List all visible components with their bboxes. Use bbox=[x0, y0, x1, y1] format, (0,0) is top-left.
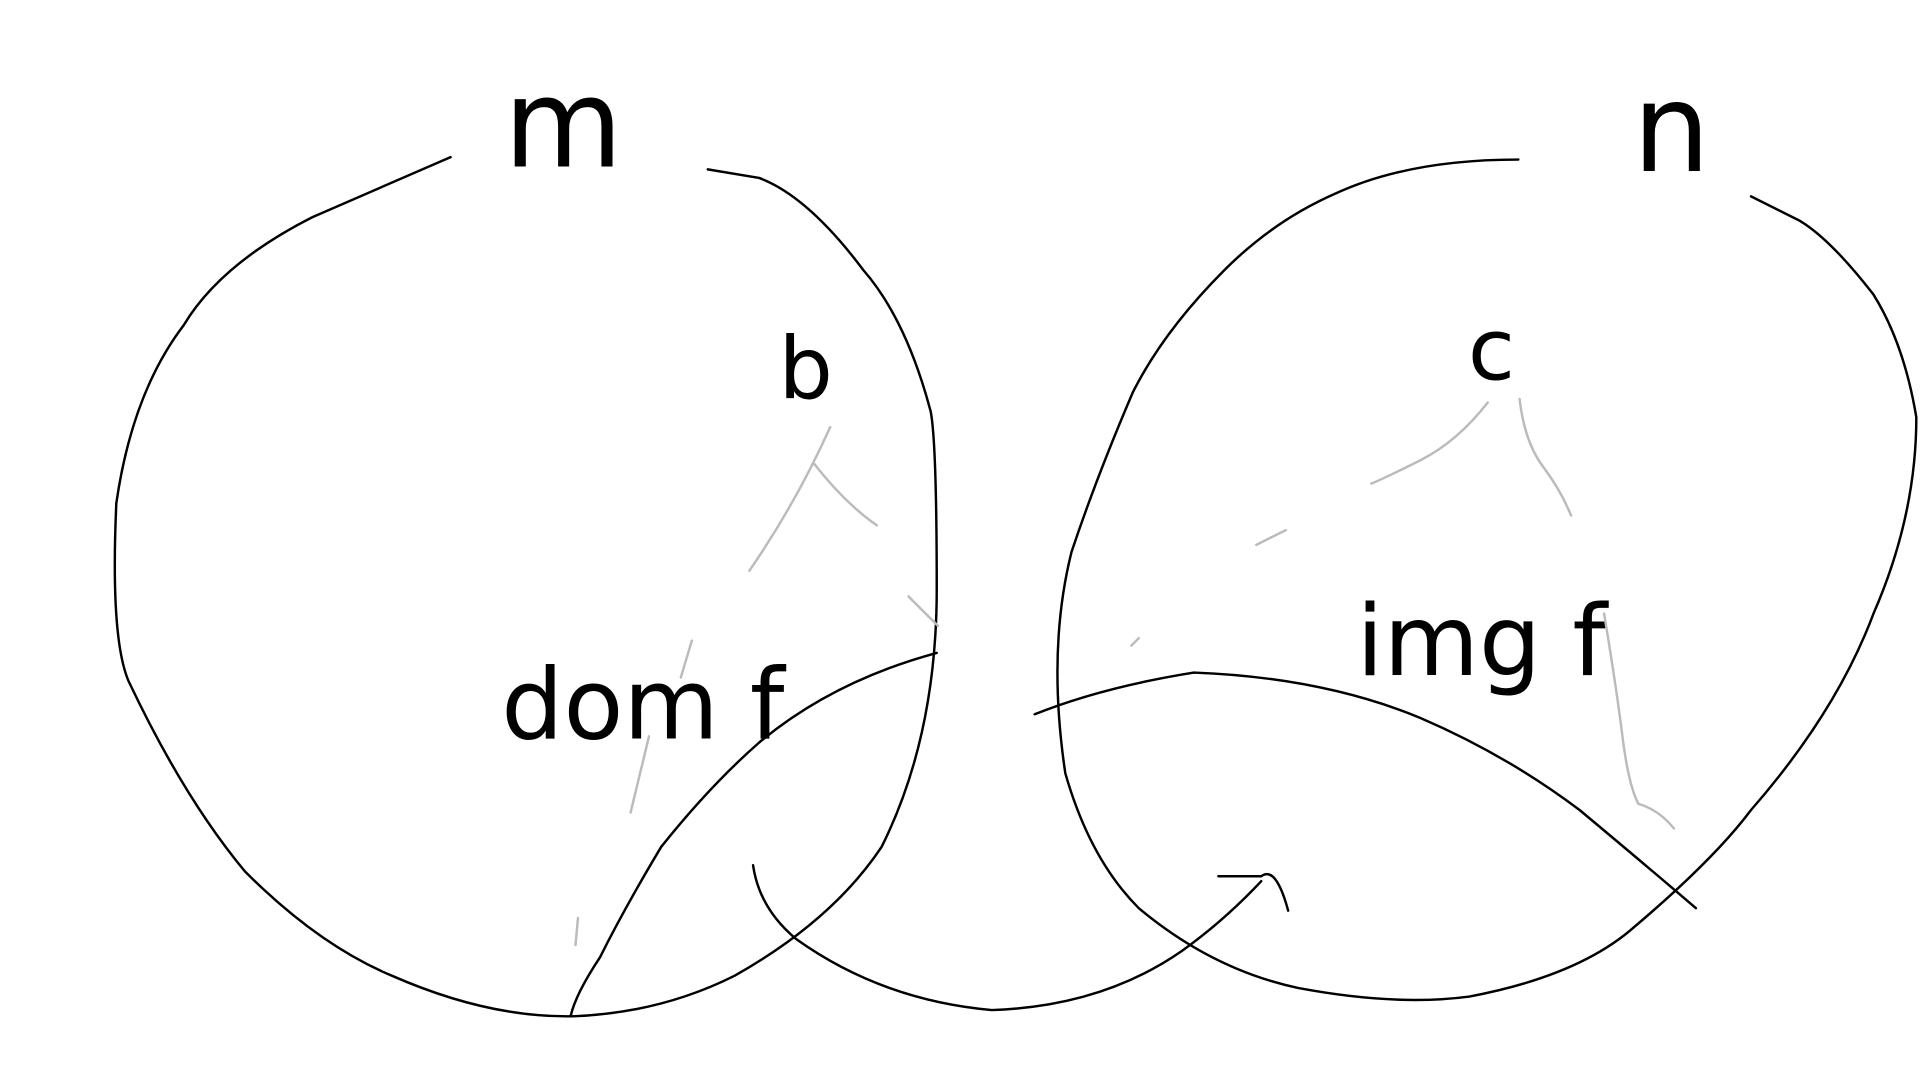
subset-label: img f bbox=[1356, 585, 1609, 699]
mapping-curve bbox=[1033, 671, 1698, 910]
set-n-outline bbox=[1056, 158, 1918, 1002]
pencil-stroke bbox=[574, 425, 940, 947]
mapping-curve bbox=[569, 651, 938, 1018]
pencil-stroke bbox=[1130, 397, 1676, 830]
element-label: b bbox=[779, 319, 833, 419]
set-label: n bbox=[1633, 57, 1711, 200]
subset-label: dom f bbox=[501, 649, 787, 763]
mapping-arrow bbox=[751, 864, 1290, 1012]
set-label: m bbox=[504, 52, 623, 195]
element-label: c bbox=[1468, 300, 1515, 400]
set-m-outline bbox=[113, 155, 938, 1018]
